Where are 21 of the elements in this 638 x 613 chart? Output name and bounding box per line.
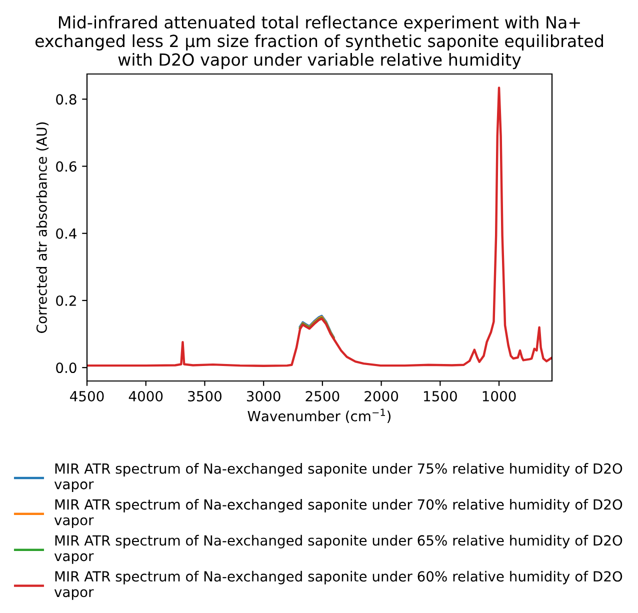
y-tick-label: 0.0	[56, 362, 76, 374]
y-tick-label: 0.8	[56, 94, 76, 105]
x-tick-label: 1000	[482, 390, 516, 402]
chart-title: Mid-infrared attenuated total reflectance experiment with Na+ exchanged less 2 µm size fraction of synthetic saponite equilibrated with D2O vapor under variable relative humidity	[35, 16, 603, 70]
y-tick-label: 0.6	[56, 161, 76, 172]
line-series	[87, 86, 552, 368]
x-tick-label: 3500	[188, 390, 222, 402]
x-tick-label: 4500	[70, 390, 104, 402]
legend-label: MIR ATR spectrum of Na-exchanged saponite under 70% relative humidity of D2O vapor	[54, 498, 622, 528]
x-tick-label: 2000	[364, 390, 398, 402]
x-tick-label: 1500	[424, 390, 457, 402]
y-tick-label: 0.4	[56, 228, 76, 239]
legend-label: MIR ATR spectrum of Na-exchanged saponite under 75% relative humidity of D2O vapor	[54, 463, 622, 492]
x-tick-label: 3000	[246, 390, 280, 402]
legend-label: MIR ATR spectrum of Na-exchanged saponite under 60% relative humidity of D2O vapor	[54, 570, 622, 600]
x-axis-title: Wavenumber (cm$^{−1}$)	[248, 408, 390, 424]
legend-label: MIR ATR spectrum of Na-exchanged saponite under 65% relative humidity of D2O vapor	[54, 534, 622, 564]
y-axis-title: Corrected atr absorbance (AU)	[36, 122, 49, 333]
x-tick-label: 2500	[306, 390, 340, 402]
y-tick-label: 0.2	[56, 295, 76, 306]
x-tick-label: 4000	[128, 390, 163, 402]
